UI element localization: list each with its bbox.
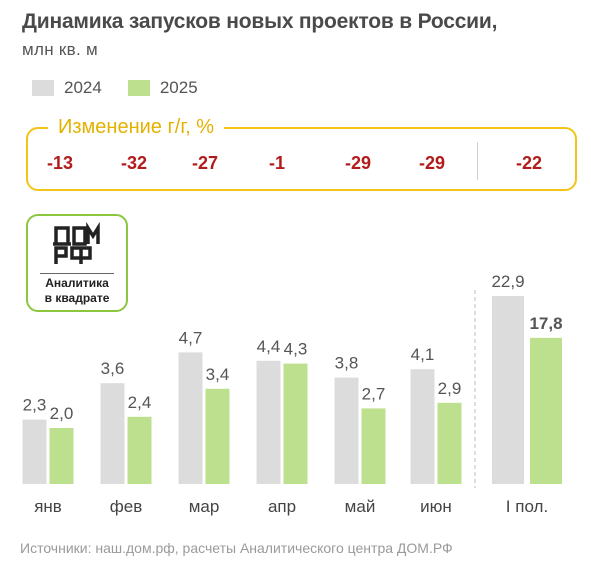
bar-2024-6 [492,296,524,484]
legend-item-2025: 2025 [127,78,198,98]
category-label-1: фев [110,497,142,516]
bar-2024-2 [178,352,203,484]
category-label-2: мар [189,497,220,516]
domrf-logo-icon [53,221,100,264]
legend: 2024 2025 [32,78,224,98]
data-label-2025-1: 2,4 [128,393,152,412]
data-label-2024-2: 4,7 [179,328,203,347]
yoy-value-h1: -22 [515,153,543,173]
legend-label-2025: 2025 [159,78,198,97]
logo-caption: Аналитика в квадрате [28,276,126,306]
data-label-2025-4: 2,7 [362,384,386,403]
yoy-value-mar: -27 [191,153,219,173]
data-label-2024-4: 3,8 [335,354,359,373]
yoy-change-title: Изменение г/г, % [48,116,225,139]
chart-title: Динамика запусков новых проектов в Росси… [22,10,498,33]
yoy-value-jun: -29 [418,153,446,173]
legend-label-2024: 2024 [64,78,102,97]
data-label-2024-0: 2,3 [23,396,47,415]
data-label-2025-3: 4,3 [284,340,308,359]
data-label-2025-2: 3,4 [206,365,230,384]
bar-2025-4 [361,408,386,484]
bar-2025-5 [437,402,462,484]
logo-divider [40,273,114,274]
legend-item-2024: 2024 [32,78,102,98]
data-label-2024-3: 4,4 [257,337,281,356]
yoy-change-box [26,127,577,191]
source-note: Источники: наш.дом.рф, расчеты Аналитиче… [20,540,453,556]
bar-2024-4 [334,377,359,484]
bar-2024-5 [410,369,435,484]
category-label-6: I пол. [506,497,548,516]
yoy-value-may: -29 [344,153,372,173]
bar-2025-1 [127,416,152,484]
bar-2025-6 [530,337,562,484]
category-label-5: июн [420,497,452,516]
data-label-2025-6: 17,8 [529,314,562,333]
logo-caption-line1: Аналитика [45,276,109,290]
bar-2025-2 [205,388,230,484]
bar-2024-1 [100,383,125,484]
bar-2024-3 [256,360,281,484]
category-label-3: апр [268,497,296,516]
data-label-2025-0: 2,0 [50,404,74,423]
bar-2024-0 [22,419,47,484]
data-label-2025-5: 2,9 [438,379,462,398]
yoy-value-feb: -32 [120,153,148,173]
chart-subtitle: млн кв. м [22,40,99,59]
legend-swatch-2025 [127,80,150,96]
data-label-2024-6: 22,9 [491,272,524,291]
category-label-0: янв [34,497,62,516]
domrf-analytics-logo: Аналитика в квадрате [26,214,128,312]
bar-2025-0 [49,428,74,484]
yoy-divider [477,142,478,180]
data-label-2024-5: 4,1 [411,345,435,364]
legend-swatch-2024 [32,80,54,96]
category-label-4: май [345,497,376,516]
data-label-2024-1: 3,6 [101,359,125,378]
yoy-value-apr: -1 [268,153,286,173]
bar-2025-3 [283,363,308,484]
logo-caption-line2: в квадрате [44,291,110,305]
yoy-value-jan: -13 [46,153,74,173]
